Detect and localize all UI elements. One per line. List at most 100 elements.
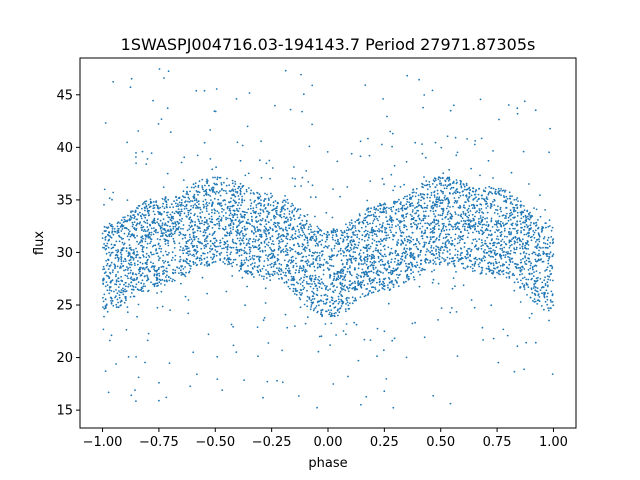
data-point: [333, 247, 336, 250]
data-point: [105, 281, 108, 283]
data-point: [270, 196, 272, 199]
data-point: [163, 207, 166, 210]
data-point: [187, 213, 190, 216]
data-point: [223, 181, 225, 184]
data-point: [189, 385, 192, 388]
data-point: [180, 265, 183, 268]
data-point: [156, 292, 159, 294]
data-point: [288, 269, 291, 272]
data-point: [153, 285, 156, 288]
data-point: [329, 301, 331, 303]
data-point: [379, 264, 382, 266]
data-point: [110, 290, 113, 292]
data-point: [405, 255, 407, 257]
data-point: [196, 251, 198, 254]
data-point: [311, 290, 313, 293]
data-point: [147, 203, 150, 206]
data-point: [357, 219, 360, 222]
data-point: [369, 180, 372, 183]
data-point: [294, 207, 297, 210]
data-point: [273, 214, 275, 217]
data-point: [490, 217, 493, 220]
data-point: [165, 253, 168, 256]
data-point: [379, 202, 381, 205]
data-point: [545, 268, 548, 271]
data-point: [307, 244, 309, 247]
data-point: [405, 160, 408, 163]
data-point: [390, 173, 393, 176]
data-point: [386, 284, 389, 286]
data-point: [513, 206, 516, 209]
data-point: [525, 233, 528, 236]
data-point: [401, 209, 404, 212]
data-point: [287, 218, 289, 221]
data-point: [386, 261, 389, 264]
data-point: [243, 228, 246, 231]
data-point: [495, 246, 498, 249]
data-point: [126, 306, 129, 308]
data-point: [254, 229, 256, 231]
data-point: [371, 234, 374, 237]
data-point: [214, 245, 217, 248]
data-point: [297, 208, 299, 211]
data-point: [232, 325, 235, 328]
data-point: [368, 234, 370, 236]
data-point: [495, 262, 498, 265]
data-point: [298, 269, 300, 272]
data-point: [109, 236, 112, 238]
data-point: [532, 233, 535, 236]
data-point: [137, 213, 140, 216]
data-point: [426, 248, 428, 251]
data-point: [492, 271, 495, 274]
data-point: [132, 289, 135, 291]
data-point: [394, 257, 397, 260]
data-point: [487, 223, 490, 226]
data-point: [549, 307, 551, 310]
data-point: [202, 234, 205, 237]
data-point: [279, 241, 281, 243]
data-point: [328, 245, 330, 247]
data-point: [319, 299, 322, 301]
data-point: [383, 288, 386, 291]
data-point: [349, 241, 352, 244]
data-point: [477, 263, 480, 266]
data-point: [427, 215, 430, 218]
data-point: [264, 302, 267, 304]
data-point: [551, 226, 554, 229]
data-point: [182, 228, 184, 230]
data-point: [116, 265, 119, 268]
data-point: [444, 241, 447, 244]
data-point: [104, 307, 107, 309]
data-point: [217, 245, 219, 248]
data-point: [473, 207, 476, 210]
data-point: [373, 218, 376, 221]
data-point: [462, 190, 464, 193]
data-point: [195, 204, 198, 207]
data-point: [405, 203, 408, 206]
data-point: [446, 240, 448, 242]
data-point: [448, 220, 451, 223]
data-point: [514, 235, 517, 238]
data-point: [205, 193, 208, 195]
data-point: [492, 262, 495, 265]
data-point: [400, 201, 402, 204]
data-point: [509, 250, 512, 252]
data-point: [226, 245, 229, 248]
data-point: [536, 287, 539, 289]
data-point: [125, 281, 127, 284]
data-point: [355, 276, 358, 278]
data-point: [464, 212, 467, 215]
data-point: [188, 239, 191, 241]
data-point: [366, 253, 369, 256]
data-point: [242, 237, 245, 240]
data-point: [415, 224, 418, 226]
data-point: [431, 89, 434, 92]
data-point: [119, 301, 122, 303]
data-point: [374, 261, 377, 263]
data-point: [160, 213, 163, 216]
data-point: [435, 219, 438, 222]
data-point: [382, 280, 384, 283]
data-point: [314, 240, 317, 243]
data-point: [258, 248, 260, 250]
data-point: [224, 262, 226, 265]
